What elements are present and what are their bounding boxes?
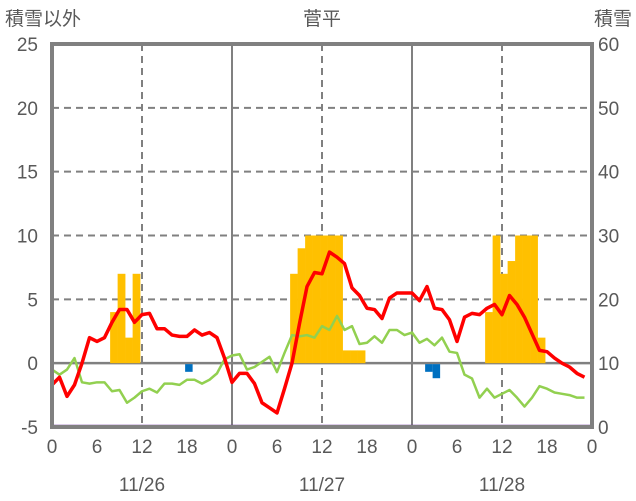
plot-border — [50, 42, 594, 429]
right-axis-title: 積雪 — [594, 8, 632, 30]
right-tick-label: 30 — [598, 227, 619, 248]
date-label: 11/26 — [119, 475, 165, 496]
date-label: 11/28 — [479, 475, 525, 496]
x-tick-label: 12 — [311, 437, 332, 458]
left-axis-title: 積雪以外 — [5, 8, 81, 30]
x-tick-label: 12 — [131, 437, 152, 458]
left-tick-label: 5 — [27, 290, 38, 311]
x-tick-label: 18 — [356, 437, 377, 458]
right-tick-label: 10 — [598, 354, 619, 375]
left-tick-label: 15 — [17, 163, 38, 184]
snow-depth-bar — [500, 273, 508, 364]
snow-depth-bar — [327, 235, 336, 364]
green-series-line — [51, 314, 585, 408]
snow-change-bar — [425, 364, 433, 372]
x-tick-label: 0 — [587, 437, 598, 458]
right-tick-label: 60 — [598, 35, 619, 56]
left-tick-label: 25 — [17, 35, 38, 56]
right-tick-label: 40 — [598, 163, 619, 184]
snow-depth-bar — [110, 312, 118, 364]
x-tick-label: 6 — [272, 437, 283, 458]
snow-change-bar — [185, 364, 193, 372]
snow-depth-bar — [290, 273, 298, 364]
left-tick-label: -5 — [21, 418, 38, 439]
x-tick-label: 0 — [47, 437, 58, 458]
snow-depth-bar — [485, 312, 493, 364]
red-series-line — [50, 250, 586, 415]
snow-depth-bar — [117, 273, 126, 364]
snow-depth-bar — [342, 350, 351, 364]
left-tick-label: 0 — [27, 354, 38, 375]
snow-depth-bar — [492, 235, 501, 364]
right-tick-label: 50 — [598, 99, 619, 120]
date-label: 11/27 — [299, 475, 345, 496]
x-tick-label: 6 — [92, 437, 103, 458]
plot-frame — [50, 42, 594, 429]
right-tick-label: 0 — [598, 418, 609, 439]
x-tick-label: 18 — [176, 437, 197, 458]
snow-depth-bar — [522, 235, 531, 364]
snow-depth-bar — [530, 235, 538, 364]
snow-depth-bar — [515, 235, 523, 364]
left-tick-label: 20 — [17, 99, 38, 120]
snow-depth-bar — [125, 337, 133, 364]
snow-change-bar — [432, 364, 441, 379]
x-tick-label: 0 — [407, 437, 418, 458]
snow-depth-bar — [507, 261, 516, 364]
chart-title: 菅平 — [303, 8, 341, 30]
left-tick-label: 10 — [17, 227, 38, 248]
x-tick-label: 12 — [491, 437, 512, 458]
right-tick-label: 20 — [598, 290, 619, 311]
snow-depth-bar — [312, 235, 321, 364]
snow-depth-bar — [335, 235, 343, 364]
x-tick-label: 0 — [227, 437, 238, 458]
snow-depth-bar — [320, 235, 328, 364]
snow-depth-bar — [305, 235, 313, 364]
x-tick-label: 18 — [536, 437, 557, 458]
snow-depth-bar — [357, 350, 366, 364]
x-tick-label: 6 — [452, 437, 463, 458]
snow-depth-bar — [350, 350, 358, 364]
